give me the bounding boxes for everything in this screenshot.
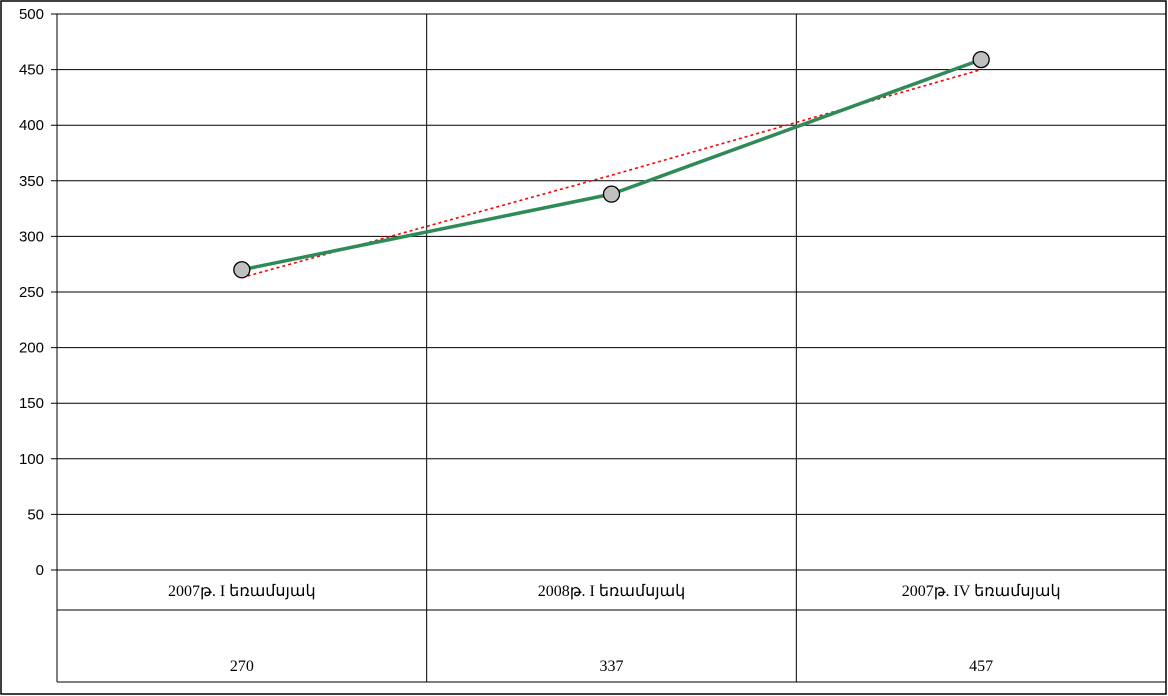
y-tick-label: 500: [19, 6, 44, 23]
y-tick-label: 0: [36, 562, 44, 579]
series-line: [241, 57, 982, 272]
data-table-value: 337: [600, 658, 624, 675]
y-tick-label: 100: [19, 451, 44, 468]
y-tick-label: 150: [19, 395, 44, 412]
y-tick-label: 200: [19, 340, 44, 357]
y-tick-label: 400: [19, 117, 44, 134]
gridlines: [51, 13, 1167, 683]
y-tick-label: 250: [19, 284, 44, 301]
markers: [233, 50, 990, 279]
data-point: [233, 261, 251, 279]
data-table-value: 270: [230, 658, 254, 675]
series: [241, 57, 982, 272]
x-category-label: 2007թ. I եռամսյակ: [168, 583, 316, 600]
data-point: [972, 50, 990, 69]
y-tick-label: 450: [19, 62, 44, 79]
y-tick-label: 50: [27, 506, 44, 523]
x-category-label: 2007թ. IV եռամսյակ: [902, 583, 1061, 600]
data-point: [602, 185, 621, 203]
y-tick-label: 350: [19, 173, 44, 190]
y-tick-label: 300: [19, 228, 44, 245]
data-table: 2007թ. I եռամսյակ 270 2008թ. I եռամսյակ 337…: [168, 583, 1061, 675]
x-category-label: 2008թ. I եռամսյակ: [538, 583, 686, 600]
y-axis-ticks: 0 50 100 150 200 250 300 350 400 450 500: [19, 6, 44, 579]
data-table-value: 457: [969, 658, 993, 675]
